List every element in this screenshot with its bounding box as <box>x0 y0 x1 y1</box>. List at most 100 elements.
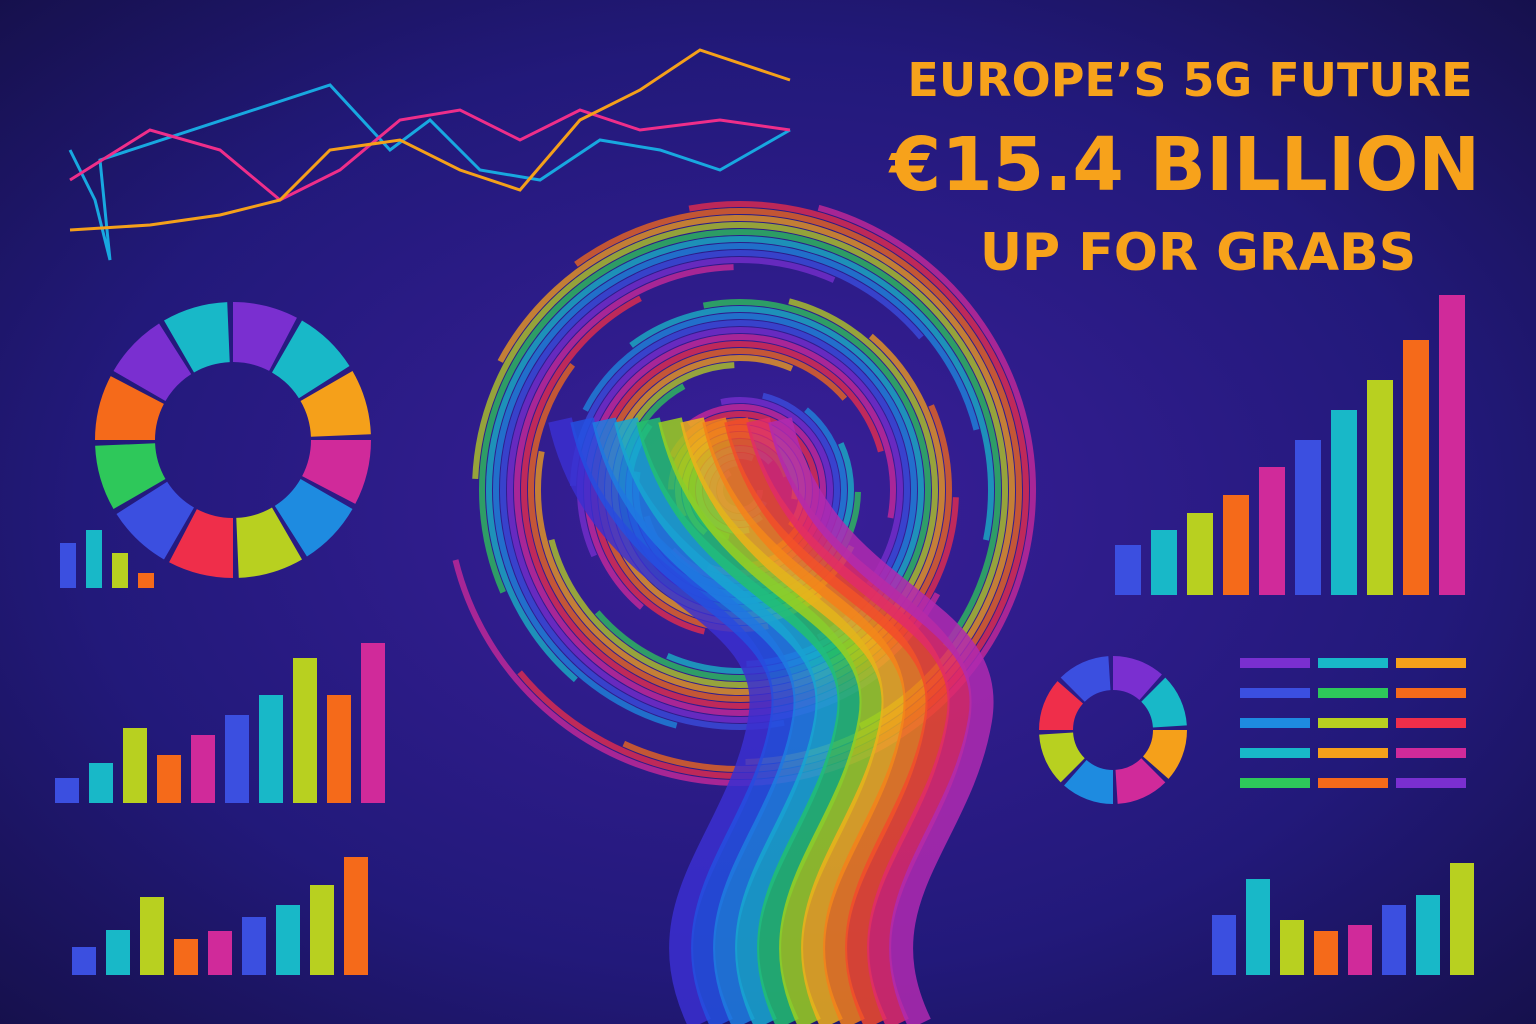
decor-hbar <box>1240 688 1310 698</box>
decor-donut <box>169 508 234 578</box>
swirl-arc <box>493 243 980 729</box>
decor-line <box>69 48 791 232</box>
decor-bar <box>1280 920 1304 975</box>
decor-bar <box>327 695 351 803</box>
decor-bar <box>60 543 76 588</box>
decor-bar <box>242 917 266 975</box>
decor-bar <box>208 931 232 975</box>
flow-band <box>768 417 994 1024</box>
decor-donut <box>95 376 165 441</box>
decor-bar <box>86 530 102 588</box>
flow-band <box>680 417 906 1024</box>
decor-bar <box>1295 440 1321 595</box>
decor-donut <box>164 302 231 373</box>
decor-hbar <box>1396 688 1466 698</box>
decor-bar <box>1331 410 1357 595</box>
title-line: €15.4 BILLION <box>888 122 1480 208</box>
decor-bar <box>1115 545 1141 595</box>
decor-line <box>69 108 791 202</box>
decor-hbar <box>1240 748 1310 758</box>
decor-bar <box>361 643 385 803</box>
flow-band <box>592 417 818 1024</box>
decor-bar <box>1439 295 1465 595</box>
decor-hbar <box>1318 688 1388 698</box>
flow-band <box>614 417 840 1024</box>
decor-donut <box>1142 729 1187 779</box>
decor-bar <box>157 755 181 803</box>
decor-hbar <box>1396 718 1466 728</box>
decor-donut <box>1060 656 1112 703</box>
flow-band <box>548 417 774 1024</box>
decor-donut <box>271 320 350 400</box>
swirl-arc <box>486 236 994 683</box>
title-line: UP FOR GRABS <box>980 223 1416 283</box>
decor-donut <box>235 507 302 578</box>
flow-band <box>724 417 950 1024</box>
swirl-arc <box>507 257 879 723</box>
swirl-arc <box>528 363 952 702</box>
decor-hbar <box>1318 658 1388 668</box>
decor-bar <box>344 857 368 975</box>
decor-hbar <box>1240 658 1310 668</box>
decor-hbar <box>1318 748 1388 758</box>
decor-bar <box>72 947 96 975</box>
decor-bar <box>55 778 79 803</box>
decor-bar <box>123 728 147 803</box>
decor-bar <box>112 553 128 588</box>
decor-donut <box>1064 759 1114 804</box>
decor-line <box>68 83 791 261</box>
flow-band <box>658 417 884 1024</box>
decor-bar <box>1403 340 1429 595</box>
decor-bar <box>1348 925 1372 975</box>
flow-band <box>636 417 862 1024</box>
decor-hbar <box>1396 748 1466 758</box>
decor-hbar <box>1240 718 1310 728</box>
decor-donut <box>1112 656 1162 701</box>
decor-bar <box>1246 879 1270 975</box>
decor-bar <box>1367 380 1393 595</box>
title-line: EUROPE’S 5G FUTURE <box>907 53 1472 107</box>
swirl-arc <box>517 201 1029 779</box>
decor-bar <box>106 930 130 975</box>
decor-donut <box>1114 757 1166 804</box>
swirl-arc <box>591 341 884 635</box>
decor-bar <box>140 897 164 975</box>
decor-bar <box>89 763 113 803</box>
decor-bar <box>1187 513 1213 595</box>
flow-band <box>570 417 796 1024</box>
decor-bar <box>225 715 249 803</box>
decor-donut <box>1039 731 1086 783</box>
decor-donut <box>95 442 166 509</box>
decor-bar <box>1382 905 1406 975</box>
decor-bar <box>1151 530 1177 595</box>
decoration <box>55 48 1474 1024</box>
decor-bar <box>310 885 334 975</box>
swirl-arc <box>594 299 931 681</box>
decor-bar <box>259 695 283 803</box>
decor-hbar <box>1396 778 1466 788</box>
decor-donut <box>301 439 371 504</box>
decor-bar <box>1212 915 1236 975</box>
swirl-arc <box>500 250 924 730</box>
decor-donut <box>116 480 195 560</box>
decor-bar <box>138 573 154 588</box>
swirl-arc <box>570 320 910 641</box>
decor-bar <box>1416 895 1440 975</box>
decor-hbar <box>1318 718 1388 728</box>
decor-hbar <box>1240 778 1310 788</box>
decor-bar <box>1223 495 1249 595</box>
decor-bar <box>191 735 215 803</box>
decor-bar <box>276 905 300 975</box>
decor-donut <box>113 323 193 402</box>
flow-band <box>702 417 928 1024</box>
decor-bar <box>174 939 198 975</box>
decor-donut <box>1039 681 1084 731</box>
decor-bar <box>1450 863 1474 975</box>
swirl-arc <box>479 229 1001 649</box>
decor-donut <box>300 371 371 438</box>
swirl-arc <box>584 334 896 610</box>
decor-donut <box>232 302 297 372</box>
decor-bar <box>1314 931 1338 975</box>
